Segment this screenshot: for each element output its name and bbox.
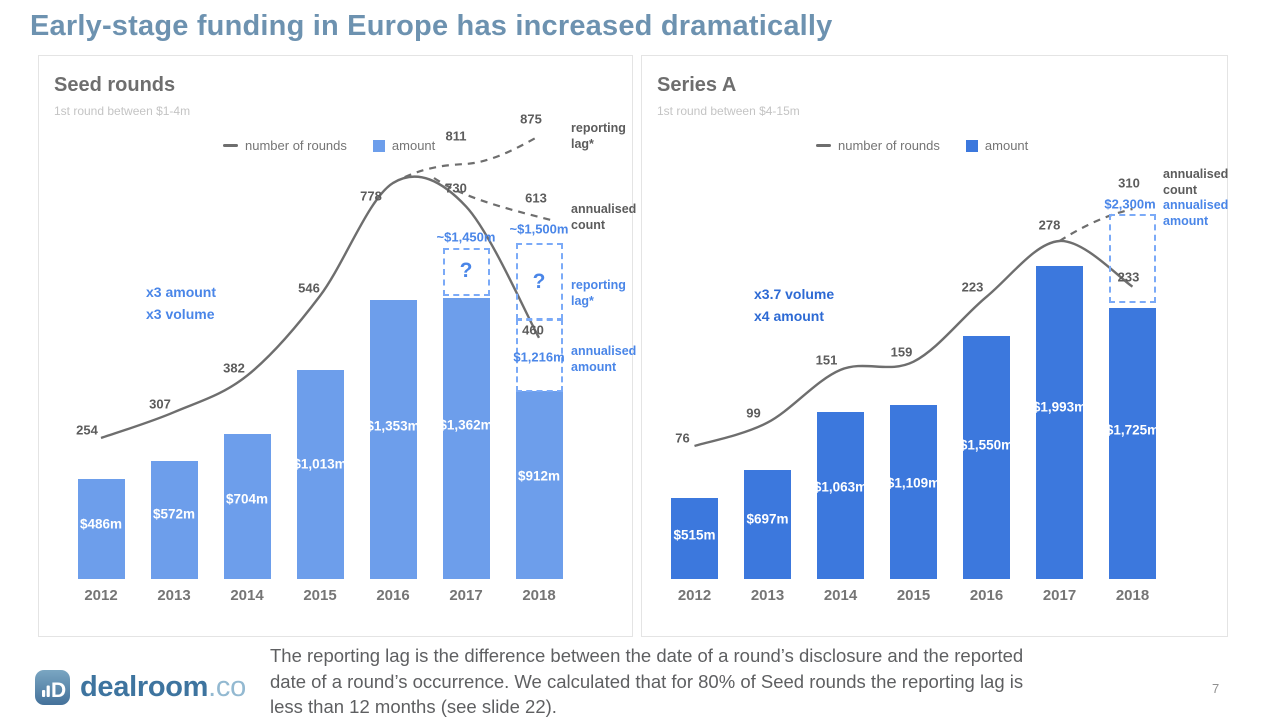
x-axis-label: 2018 — [1115, 587, 1150, 604]
count-label: 99 — [746, 405, 761, 421]
bar-value-label: $486m — [79, 516, 123, 532]
bar-value-label: $1,362m — [439, 417, 493, 433]
estimated-range-box — [1109, 214, 1156, 303]
count-label: 159 — [890, 344, 913, 360]
dealroom-logo-icon: D — [35, 670, 70, 705]
question-mark-2018-label: ? — [532, 270, 546, 293]
chart-subtitle-series-a: 1st round between $4-15m — [657, 104, 800, 118]
count-label: 233 — [1117, 269, 1140, 285]
side-label-annualised-amount: annualised amount — [571, 344, 637, 374]
x-axis-label: 2014 — [823, 587, 858, 604]
x-axis-label: 2018 — [522, 587, 556, 604]
bar-value-label: $1,725m — [1105, 422, 1160, 438]
bar-2018 — [515, 391, 563, 579]
bar-value-label: $697m — [746, 511, 789, 527]
legend-label-amount: amount — [391, 138, 436, 153]
chart-legend: number of rounds amount — [816, 138, 1028, 153]
count-label: 151 — [815, 352, 838, 368]
bar-value-label: $704m — [225, 491, 269, 507]
bar-2017 — [1036, 266, 1083, 579]
side-label-reporting-lag-: reporting lag* — [571, 278, 626, 308]
side-label-annualised-amount: annualised amount — [1163, 198, 1229, 228]
x-axis-label: 2015 — [303, 587, 337, 604]
bar-2012 — [671, 498, 718, 579]
estimated-amount-2017-label: ~$1,450m — [436, 229, 496, 245]
bar-value-label: $1,993m — [1032, 399, 1087, 415]
chart-title-seed-rounds: Seed rounds — [54, 74, 176, 96]
count-label: 223 — [961, 279, 984, 295]
bar-value-label: $912m — [517, 468, 561, 484]
bar-legend-marker — [965, 139, 978, 152]
bar-value-label: $572m — [152, 506, 196, 522]
annualised-count-2018-label: 310 — [1118, 175, 1140, 191]
bar-value-label: $1,013m — [293, 456, 347, 472]
bar-2015 — [890, 404, 937, 579]
bar-2016 — [963, 335, 1010, 579]
side-label-annualised-count: annualised count — [571, 202, 637, 232]
legend-label-number-of-rounds: number of rounds — [245, 138, 347, 153]
x-axis-label: 2013 — [750, 587, 785, 604]
logo-wordmark: dealroom.co — [80, 671, 246, 703]
x-axis-label: 2017 — [1042, 587, 1077, 604]
chart-legend: number of rounds amount — [223, 138, 435, 153]
bar-2014 — [223, 433, 271, 579]
count-label: 546 — [298, 280, 320, 296]
growth-annotation: x3.7 volume x4 amount — [754, 286, 835, 324]
legend-label-number-of-rounds: number of rounds — [838, 138, 940, 153]
x-axis-label: 2013 — [157, 587, 191, 604]
annualised-count-2018-label: 613 — [525, 190, 547, 206]
bar-2017 — [442, 298, 490, 579]
count-label: 254 — [76, 422, 98, 438]
svg-text:D: D — [51, 679, 66, 702]
bar-value-label: $1,550m — [959, 437, 1014, 453]
series-a-chart-panel: Series A 1st round between $4-15m $515m 2… — [641, 55, 1228, 637]
reporting-lag-count-2017-label: 811 — [445, 128, 467, 144]
chart-subtitle-seed-rounds: 1st round between $1-4m — [54, 104, 191, 118]
estimated-amount-2018-label: ~$1,500m — [509, 221, 569, 237]
x-axis-label: 2012 — [677, 587, 712, 604]
line-legend-marker — [816, 144, 831, 147]
x-axis-label: 2017 — [449, 587, 483, 604]
count-label: 307 — [149, 396, 171, 412]
growth-annotation: x3 amount x3 volume — [146, 284, 217, 322]
count-label: 76 — [675, 430, 690, 446]
annualised-amount-2018-label: $1,216m — [513, 349, 565, 365]
page-number: 7 — [1212, 681, 1220, 696]
x-axis-label: 2016 — [969, 587, 1004, 604]
bar-value-label: $1,353m — [366, 418, 420, 434]
count-label: 730 — [445, 180, 467, 196]
legend-label-amount: amount — [984, 138, 1029, 153]
reporting-lag-count-2018-label: 875 — [520, 111, 542, 127]
count-label: 778 — [360, 188, 382, 204]
count-label: 382 — [223, 360, 245, 376]
bar-legend-marker — [372, 139, 385, 152]
side-label-reporting-lag-: reporting lag* — [571, 121, 626, 151]
seed-rounds-chart-panel: Seed rounds 1st round between $1-4m $486… — [38, 55, 636, 637]
reporting-lag-footnote: The reporting lag is the difference betw… — [270, 645, 1024, 718]
x-axis-label: 2014 — [230, 587, 264, 604]
page-title: Early-stage funding in Europe has increa… — [30, 10, 833, 42]
count-label: 460 — [522, 322, 544, 338]
bar-value-label: $1,063m — [813, 479, 868, 495]
chart-title-series-a: Series A — [657, 74, 737, 96]
bar-2015 — [296, 370, 344, 579]
x-axis-label: 2015 — [896, 587, 931, 604]
question-mark-2017-label: ? — [459, 259, 473, 282]
dealroom-logo: D dealroom.co — [34, 669, 246, 706]
bar-2012 — [77, 478, 125, 579]
bar-2018 — [1109, 308, 1156, 579]
bar-value-label: $515m — [673, 527, 716, 543]
x-axis-label: 2016 — [376, 587, 410, 604]
bar-2014 — [817, 412, 864, 579]
bar-2016 — [369, 300, 417, 579]
annualised-amount-2018-label: $2,300m — [1104, 196, 1156, 212]
line-legend-marker — [223, 144, 238, 147]
side-label-annualised-count: annualised count — [1163, 167, 1229, 197]
count-label: 278 — [1038, 217, 1061, 233]
bar-value-label: $1,109m — [886, 475, 941, 491]
x-axis-label: 2012 — [84, 587, 118, 604]
bar-2013 — [150, 461, 198, 579]
bar-2013 — [744, 469, 791, 579]
